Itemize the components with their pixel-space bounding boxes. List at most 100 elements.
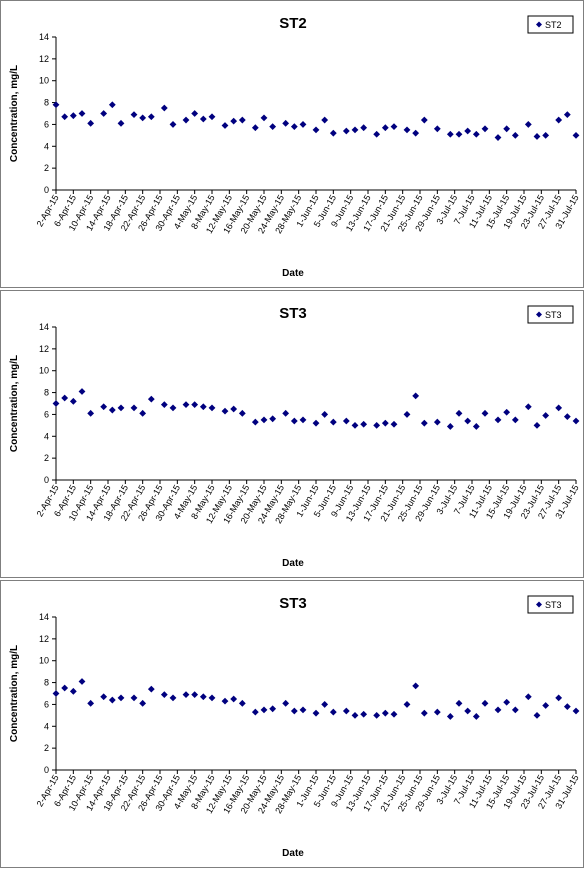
data-point	[533, 133, 541, 140]
data-point	[390, 710, 398, 718]
data-point	[503, 408, 511, 416]
legend-box	[527, 305, 574, 324]
data-point	[199, 403, 207, 411]
y-tick-label: 0	[44, 765, 49, 775]
data-point	[78, 388, 86, 395]
chart-svg: ST2024681012142-Apr-156-Apr-1510-Apr-151…	[9, 15, 581, 279]
data-point	[412, 392, 420, 400]
data-point	[299, 706, 307, 714]
data-point	[360, 124, 368, 132]
y-tick-label: 10	[39, 366, 49, 376]
data-point	[524, 693, 532, 701]
data-point	[108, 406, 116, 414]
chart-title: ST3	[279, 305, 307, 322]
data-point	[412, 129, 420, 137]
data-point	[69, 112, 77, 120]
chart-svg: ST3024681012142-Apr-156-Apr-1510-Apr-151…	[9, 595, 581, 859]
data-point	[481, 125, 489, 133]
data-point	[563, 111, 571, 118]
data-point	[160, 691, 168, 698]
data-point	[100, 693, 108, 701]
data-point	[351, 126, 359, 134]
data-point	[312, 419, 320, 427]
data-point	[555, 116, 563, 124]
data-point	[321, 701, 329, 708]
data-point	[251, 124, 259, 132]
data-point	[182, 691, 190, 698]
data-point	[472, 713, 480, 720]
legend-marker	[536, 601, 542, 608]
data-point	[87, 119, 95, 127]
data-point	[321, 411, 329, 418]
data-point	[542, 702, 550, 709]
data-point	[160, 104, 168, 112]
y-tick-label: 6	[44, 119, 49, 129]
data-point	[169, 404, 177, 412]
data-point	[182, 116, 190, 124]
data-point	[208, 113, 216, 121]
data-point	[78, 110, 86, 117]
data-point	[199, 693, 207, 701]
data-point	[360, 420, 368, 428]
y-tick-label: 0	[44, 475, 49, 485]
data-point	[542, 412, 550, 419]
data-point	[503, 698, 511, 706]
data-point	[403, 126, 411, 134]
data-point	[117, 119, 125, 127]
data-point	[108, 101, 116, 109]
data-point	[169, 694, 177, 702]
x-axis-label: Date	[282, 268, 304, 279]
chart-panel-3: ST3 0 2 4 6 8 10 12 14 2-Apr-15 6-Apr-15 10-Apr-15 1…	[0, 580, 584, 868]
data-point	[524, 121, 532, 128]
data-point	[230, 695, 238, 703]
data-point	[61, 113, 69, 121]
data-point	[282, 409, 290, 417]
y-tick-label: 12	[39, 634, 49, 644]
data-point	[87, 409, 95, 417]
data-point	[100, 110, 108, 117]
data-point	[503, 125, 511, 133]
data-point	[329, 129, 337, 137]
y-tick-label: 10	[39, 656, 49, 666]
data-point	[221, 122, 229, 129]
data-point	[481, 409, 489, 417]
data-point	[351, 421, 359, 429]
data-point	[147, 113, 155, 121]
data-point	[260, 114, 268, 122]
data-point	[52, 101, 60, 109]
y-tick-label: 14	[39, 612, 49, 622]
data-point	[238, 409, 246, 417]
data-point	[191, 401, 199, 408]
legend: ST2	[527, 15, 574, 34]
data-point	[381, 419, 389, 427]
data-point	[329, 708, 337, 716]
chart-svg: ST3024681012142-Apr-156-Apr-1510-Apr-151…	[9, 305, 581, 569]
data-point	[342, 707, 350, 715]
data-point	[572, 707, 580, 715]
data-point	[455, 699, 463, 707]
y-tick-label: 8	[44, 98, 49, 108]
data-point	[446, 423, 454, 430]
y-tick-label: 2	[44, 163, 49, 173]
data-point	[494, 706, 502, 714]
data-point	[269, 123, 277, 131]
data-point	[446, 130, 454, 138]
data-point	[282, 699, 290, 707]
data-point	[221, 407, 229, 415]
data-point	[290, 707, 298, 715]
y-tick-label: 14	[39, 322, 49, 332]
data-point	[299, 416, 307, 424]
data-point	[117, 694, 125, 702]
data-point	[420, 419, 428, 427]
data-point	[420, 116, 428, 124]
data-point	[147, 685, 155, 693]
data-point	[169, 121, 177, 128]
data-point	[251, 418, 259, 426]
data-point	[572, 131, 580, 139]
data-point	[329, 418, 337, 426]
data-point	[130, 111, 138, 118]
legend-marker	[536, 21, 542, 28]
data-point	[412, 682, 420, 690]
data-point	[61, 684, 69, 692]
data-point	[100, 403, 108, 411]
